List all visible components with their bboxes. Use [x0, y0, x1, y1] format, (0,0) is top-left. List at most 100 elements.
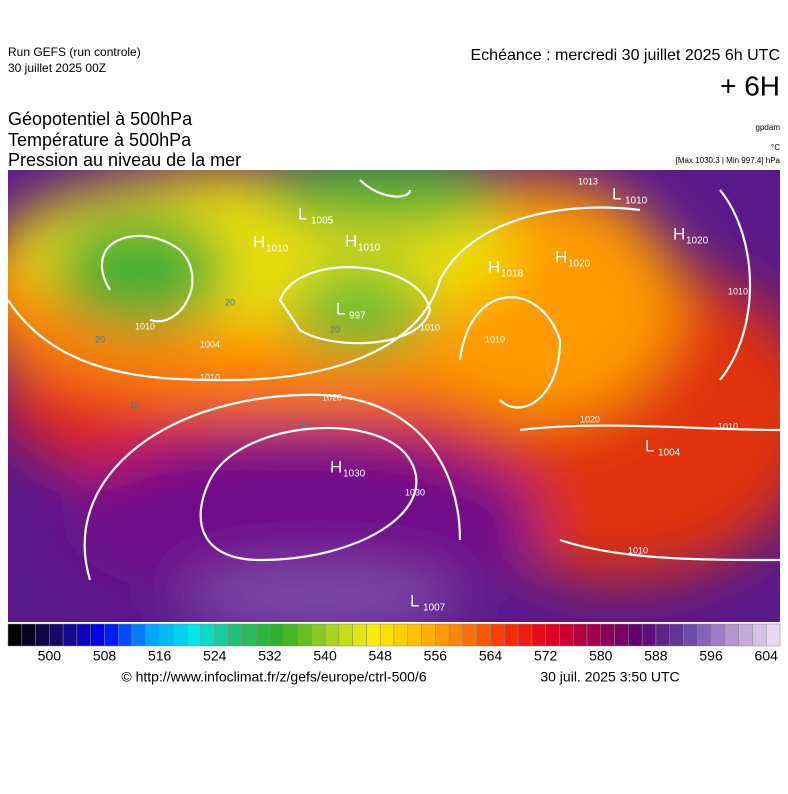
- colorbar-cell: [352, 623, 367, 647]
- colorbar-tick-label: 532: [258, 648, 282, 664]
- colorbar-cell: [311, 623, 326, 647]
- pressure-center: H: [330, 457, 342, 476]
- contour-label: 1010: [728, 286, 748, 296]
- colorbar-cell: [21, 623, 36, 647]
- pressure-value: 1010: [625, 196, 648, 207]
- unit: gpdam: [756, 123, 781, 132]
- pressure-center: L: [612, 184, 621, 203]
- colorbar-cell: [724, 623, 739, 647]
- contour-label: 20: [225, 297, 235, 307]
- colorbar-cell: [462, 623, 477, 647]
- colorbar: 500 508 516 524 532 540 548 556 564 572 580 588 596 6…: [7, 623, 781, 664]
- colorbar-cell: [393, 623, 409, 647]
- pressure-value: 1004: [658, 448, 681, 459]
- pressure-center: L: [645, 436, 654, 455]
- contour-label: 1010: [420, 322, 440, 332]
- colorbar-cell: [641, 623, 657, 647]
- colorbar-cell: [35, 623, 50, 647]
- colorbar-cell: [476, 623, 491, 647]
- pressure-center: H: [488, 257, 500, 276]
- colorbar-tick-label: 508: [93, 648, 117, 664]
- colorbar-tick-label: 596: [699, 648, 723, 664]
- colorbar-cell: [186, 623, 202, 647]
- field: Pression au niveau de la mer: [8, 150, 241, 170]
- colorbar-cell: [324, 623, 340, 647]
- colorbar-tick-label: 540: [313, 648, 337, 664]
- pressure-value: 1007: [423, 603, 446, 614]
- contour-label: 10: [130, 399, 140, 409]
- contour-label: 20: [330, 324, 340, 334]
- pressure-center: L: [298, 204, 307, 223]
- colorbar-cell: [7, 623, 23, 647]
- colorbar-cell: [559, 623, 574, 647]
- pressure-center: H: [673, 224, 685, 243]
- colorbar-cell: [586, 623, 602, 647]
- pressure-value: 1020: [686, 236, 709, 247]
- colorbar-cell: [669, 623, 684, 647]
- colorbar-cell: [407, 623, 422, 647]
- pressure-value: 1030: [343, 469, 366, 480]
- colorbar-cell: [283, 623, 298, 647]
- colorbar-cell: [545, 623, 560, 647]
- colorbar-cell: [765, 623, 781, 647]
- colorbar-cell: [76, 623, 91, 647]
- field: Géopotentiel à 500hPa: [8, 109, 193, 129]
- contour-label: 1010: [200, 372, 220, 382]
- colorbar-cell: [697, 623, 712, 647]
- contour-label: 1013: [578, 176, 598, 186]
- colorbar-tick-label: 556: [424, 648, 448, 664]
- contour-label: 1020: [322, 392, 342, 402]
- colorbar-cell: [421, 623, 436, 647]
- map: [8, 170, 780, 622]
- colorbar-cell: [173, 623, 188, 647]
- contour-label: 1010: [628, 545, 648, 555]
- colorbar-tick-label: 564: [479, 648, 503, 664]
- pressure-center: L: [336, 299, 345, 318]
- pressure-center: H: [253, 232, 265, 251]
- colorbar-cell: [242, 623, 257, 647]
- colorbar-tick-label: 588: [644, 648, 668, 664]
- colorbar-cell: [517, 623, 533, 647]
- colorbar-cell: [655, 623, 670, 647]
- colorbar-cell: [738, 623, 753, 647]
- colorbar-cell: [104, 623, 119, 647]
- contour-label: 10: [300, 419, 310, 429]
- pressure-value: 1010: [358, 243, 381, 254]
- colorbar-cell: [448, 623, 464, 647]
- pressure-value: 1010: [266, 244, 289, 255]
- colorbar-cell: [159, 623, 174, 647]
- colorbar-cell: [366, 623, 381, 647]
- colorbar-cell: [62, 623, 78, 647]
- unit: °C: [771, 143, 780, 152]
- pressure-center: H: [345, 231, 357, 250]
- contour-label: 1010: [485, 334, 505, 344]
- run-date: 30 juillet 2025 00Z: [8, 61, 106, 75]
- colorbar-cell: [131, 623, 147, 647]
- colorbar-cell: [379, 623, 395, 647]
- colorbar-cell: [90, 623, 105, 647]
- contour-label: 20: [95, 334, 105, 344]
- colorbar-cell: [228, 623, 243, 647]
- colorbar-tick-label: 572: [534, 648, 558, 664]
- colorbar-cell: [531, 623, 546, 647]
- unit: [Max 1030.3 | Min 997.4] hPa: [676, 156, 781, 165]
- colorbar-tick-label: 580: [589, 648, 613, 664]
- pressure-value: 1018: [501, 269, 524, 280]
- colorbar-cell: [710, 623, 726, 647]
- made: 30 juil. 2025 3:50 UTC: [540, 669, 679, 685]
- colorbar-cell: [490, 623, 505, 647]
- contour-label: 1010: [135, 321, 155, 331]
- forecast: Echéance : mercredi 30 juillet 2025 6h U…: [471, 47, 781, 64]
- colorbar-tick-label: 604: [755, 648, 779, 664]
- contour-label: 1030: [405, 487, 425, 497]
- colorbar-tick-label: 548: [369, 648, 393, 664]
- contour-label: 1020: [580, 414, 600, 424]
- pressure-center: L: [410, 591, 419, 610]
- colorbar-tick-label: 500: [38, 648, 62, 664]
- pressure-value: 1020: [568, 259, 591, 270]
- colorbar-cell: [614, 623, 629, 647]
- colorbar-cell: [269, 623, 284, 647]
- colorbar-cell: [600, 623, 615, 647]
- colorbar-cell: [752, 623, 767, 647]
